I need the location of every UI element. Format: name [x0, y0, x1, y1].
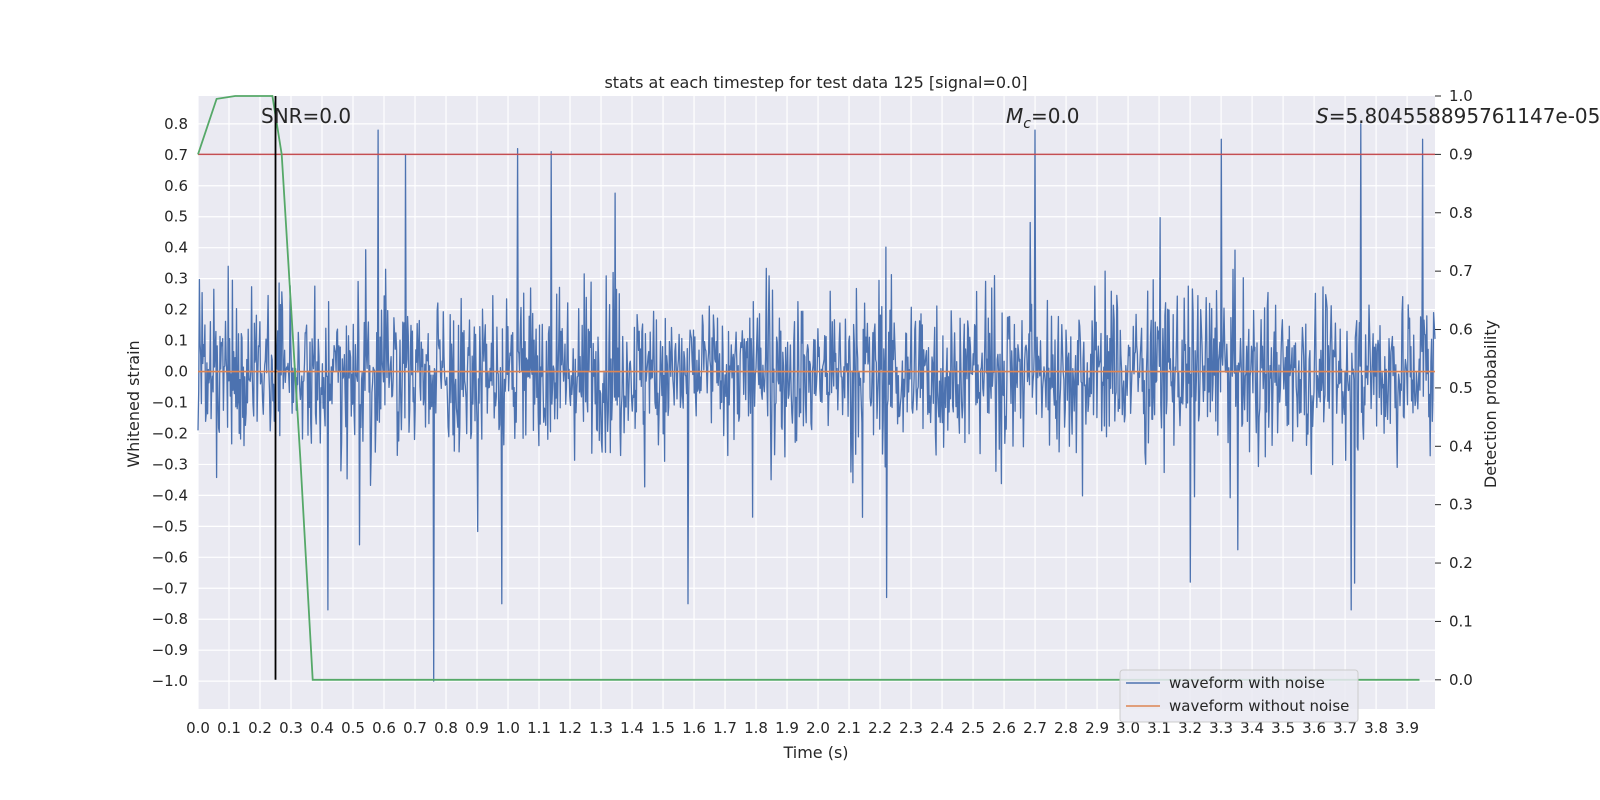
y2-tick-label: 0.4 — [1449, 437, 1473, 455]
x-tick-label: 3.2 — [1178, 719, 1202, 737]
y-tick-label: 0.3 — [164, 270, 188, 288]
y2-tick-label: 1.0 — [1449, 87, 1473, 105]
y2-tick-label: 0.0 — [1449, 671, 1473, 689]
x-tick-label: 2.2 — [868, 719, 892, 737]
y-tick-label: −0.8 — [152, 610, 188, 628]
mc-symbol: M — [1006, 104, 1023, 128]
detection-probability-line — [197, 95, 1420, 681]
y-tick-label: 0.4 — [164, 239, 188, 257]
x-tick-label: 2.5 — [961, 719, 985, 737]
x-tick-label: 3.3 — [1209, 719, 1233, 737]
y-tick-label: −0.7 — [152, 579, 188, 597]
y-tick-label: 0.5 — [164, 208, 188, 226]
y-tick-label: −1.0 — [152, 672, 188, 690]
x-tick-label: 0.8 — [434, 719, 458, 737]
y-tick-label: 0.8 — [164, 115, 188, 133]
x-tick-label: 2.7 — [1023, 719, 1047, 737]
legend-box — [1119, 669, 1359, 723]
y-tick-label: −0.1 — [152, 394, 188, 412]
x-tick-label: 0.7 — [403, 719, 427, 737]
y-tick-label: −0.2 — [152, 424, 188, 442]
mc-subscript: c — [1023, 116, 1031, 132]
s-annotation: S=5.804558895761147e-05 — [1316, 104, 1600, 128]
y-axis-label: Whitened strain — [124, 340, 143, 467]
x-tick-label: 0.3 — [279, 719, 303, 737]
y-tick-label: 0.2 — [164, 301, 188, 319]
x-tick-label: 3.1 — [1147, 719, 1171, 737]
x-tick-label: 3.7 — [1333, 719, 1357, 737]
x-tick-label: 1.8 — [744, 719, 768, 737]
x-tick-label: 0.0 — [186, 719, 210, 737]
x-tick-label: 0.1 — [217, 719, 241, 737]
y2-axis-label: Detection probability — [1481, 320, 1500, 488]
y2-tick-label: 0.3 — [1449, 496, 1473, 514]
y2-tick-label: 0.1 — [1449, 612, 1473, 630]
x-tick-label: 3.0 — [1116, 719, 1140, 737]
x-tick-label: 0.4 — [310, 719, 334, 737]
y2-tick-label: 0.2 — [1449, 554, 1473, 572]
y-tick-label: −0.9 — [152, 641, 188, 659]
x-tick-label: 3.9 — [1395, 719, 1419, 737]
x-tick-label: 1.1 — [527, 719, 551, 737]
s-value: =5.804558895761147e-05 — [1329, 104, 1600, 128]
x-tick-label: 1.0 — [496, 719, 520, 737]
y-tick-label: −0.4 — [152, 486, 188, 504]
legend-label-clean: waveform without noise — [1169, 697, 1349, 715]
y-tick-label: 0.6 — [164, 177, 188, 195]
waveform-with-noise-line — [197, 123, 1436, 682]
mc-value: =0.0 — [1031, 104, 1080, 128]
x-tick-label: 2.8 — [1054, 719, 1078, 737]
x-tick-label: 1.5 — [651, 719, 675, 737]
axis-ticks: 0.0 0.1 0.2 0.3 0.4 0.5 0.6 0.7 0.8 0.9 1.0 1.1 1.2 1… — [152, 87, 1473, 737]
y2-tick-label: 0.5 — [1449, 379, 1473, 397]
x-tick-label: 1.9 — [775, 719, 799, 737]
legend-label-noise: waveform with noise — [1169, 674, 1325, 692]
x-tick-label: 3.6 — [1302, 719, 1326, 737]
snr-annotation: SNR=0.0 — [261, 104, 351, 128]
y2-tick-label: 0.6 — [1449, 321, 1473, 339]
x-tick-label: 2.4 — [930, 719, 954, 737]
x-tick-label: 1.4 — [620, 719, 644, 737]
x-tick-label: 0.5 — [341, 719, 365, 737]
y-tick-label: −0.3 — [152, 455, 188, 473]
y-tick-label: −0.5 — [152, 517, 188, 535]
y2-tick-label: 0.9 — [1449, 145, 1473, 163]
x-tick-label: 2.9 — [1085, 719, 1109, 737]
x-tick-label: 1.3 — [589, 719, 613, 737]
y2-tick-label: 0.8 — [1449, 204, 1473, 222]
legend: waveform with noise waveform without noi… — [1119, 669, 1359, 723]
x-tick-label: 3.8 — [1364, 719, 1388, 737]
y-tick-label: 0.1 — [164, 332, 188, 350]
series-lines — [197, 95, 1435, 681]
x-tick-label: 1.2 — [558, 719, 582, 737]
y-tick-label: 0.0 — [164, 363, 188, 381]
y2-tick-label: 0.7 — [1449, 262, 1473, 280]
mc-annotation: Mc=0.0 — [1006, 104, 1080, 132]
y-tick-label: 0.7 — [164, 146, 188, 164]
chart-title: stats at each timestep for test data 125… — [604, 73, 1027, 92]
x-tick-label: 0.9 — [465, 719, 489, 737]
x-tick-label: 2.1 — [837, 719, 861, 737]
s-symbol: S — [1316, 104, 1329, 128]
y-tick-label: −0.6 — [152, 548, 188, 566]
x-tick-label: 2.6 — [992, 719, 1016, 737]
x-tick-label: 3.4 — [1240, 719, 1264, 737]
x-tick-label: 1.6 — [682, 719, 706, 737]
x-tick-label: 2.3 — [899, 719, 923, 737]
x-tick-label: 1.7 — [713, 719, 737, 737]
x-tick-label: 2.0 — [806, 719, 830, 737]
series-waveform-with-noise — [197, 123, 1436, 682]
x-axis-label: Time (s) — [782, 743, 848, 762]
x-tick-label: 3.5 — [1271, 719, 1295, 737]
x-tick-label: 0.2 — [248, 719, 272, 737]
x-tick-label: 0.6 — [372, 719, 396, 737]
